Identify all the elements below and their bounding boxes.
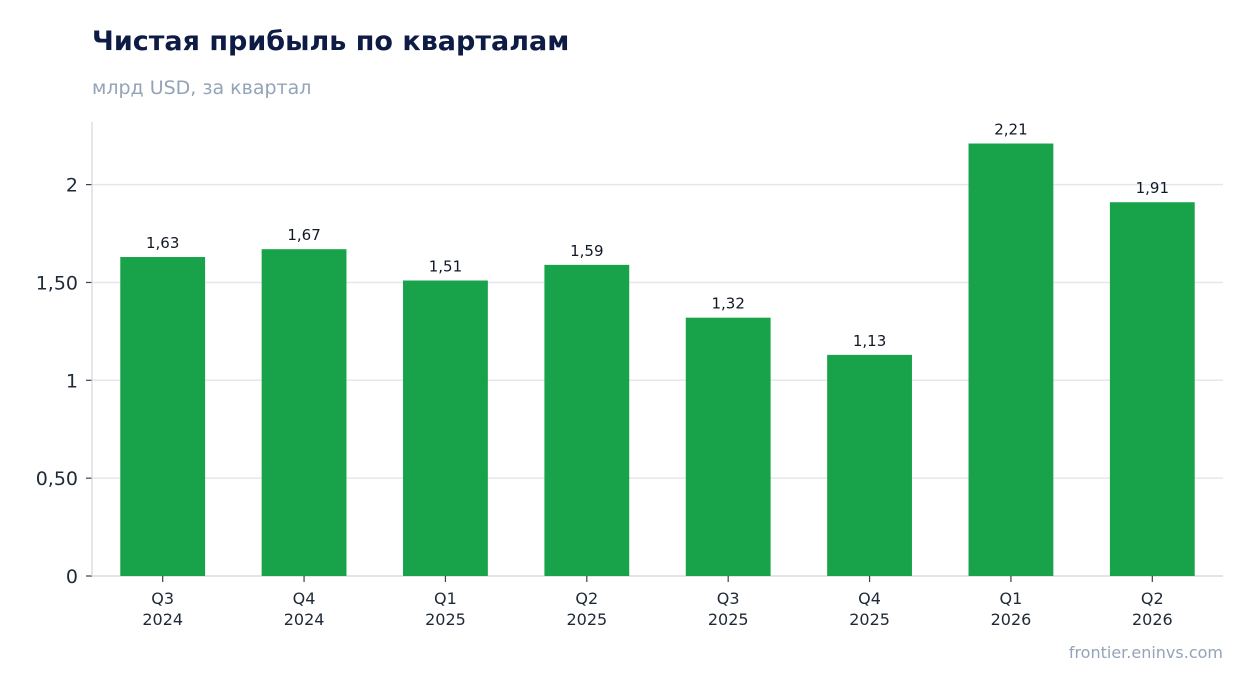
x-tick-label-quarter: Q3 (151, 589, 174, 608)
axes: 0 0,50 1 1,50 2 Q3 2024 Q4 2024 Q1 2025 Q2 2025 Q3 202… (36, 122, 1223, 629)
x-tick-label-year: 2025 (566, 610, 607, 629)
y-tick-label: 2 (66, 175, 78, 197)
chart-title: Чистая прибыль по кварталам (92, 26, 570, 57)
x-tick-label-quarter: Q4 (293, 589, 316, 608)
y-tick-label: 1 (66, 370, 78, 392)
bar (968, 143, 1054, 576)
y-tick-label: 0,50 (36, 468, 78, 490)
bar (544, 264, 630, 576)
bar (1109, 202, 1195, 576)
bar (120, 257, 206, 576)
y-tick-label: 0 (66, 566, 78, 588)
x-tick-label-year: 2024 (284, 610, 325, 629)
x-tick-label-year: 2024 (142, 610, 183, 629)
data-label: 1,59 (570, 242, 603, 260)
bar (827, 354, 912, 576)
bar (261, 249, 347, 576)
chart-subtitle: млрд USD, за квартал (92, 77, 312, 99)
data-label: 1,32 (711, 295, 744, 313)
x-tick-label-quarter: Q4 (858, 589, 881, 608)
source-credit: frontier.eninvs.com (1068, 643, 1223, 662)
x-tick-label-year: 2025 (425, 610, 466, 629)
x-tick-label-year: 2025 (708, 610, 749, 629)
data-label: 1,63 (146, 234, 179, 252)
data-label: 1,13 (853, 332, 886, 350)
x-tick-label-quarter: Q2 (1141, 589, 1164, 608)
x-tick-label-year: 2026 (991, 610, 1032, 629)
bar (403, 280, 488, 576)
x-tick-label-quarter: Q1 (434, 589, 457, 608)
x-tick-label-quarter: Q1 (1000, 589, 1023, 608)
data-label: 1,67 (287, 226, 320, 244)
x-tick-label-year: 2025 (849, 610, 890, 629)
x-tick-label-year: 2026 (1132, 610, 1173, 629)
x-tick-label-quarter: Q2 (575, 589, 598, 608)
bar (685, 317, 771, 576)
data-label: 1,91 (1136, 179, 1169, 197)
y-tick-label: 1,50 (36, 272, 78, 294)
data-labels: 1,63 1,67 1,51 1,59 1,32 1,13 2,21 1,91 (146, 121, 1169, 350)
x-tick-label-quarter: Q3 (717, 589, 740, 608)
data-label: 1,51 (429, 258, 462, 276)
bars (120, 143, 1195, 576)
data-label: 2,21 (994, 121, 1027, 139)
